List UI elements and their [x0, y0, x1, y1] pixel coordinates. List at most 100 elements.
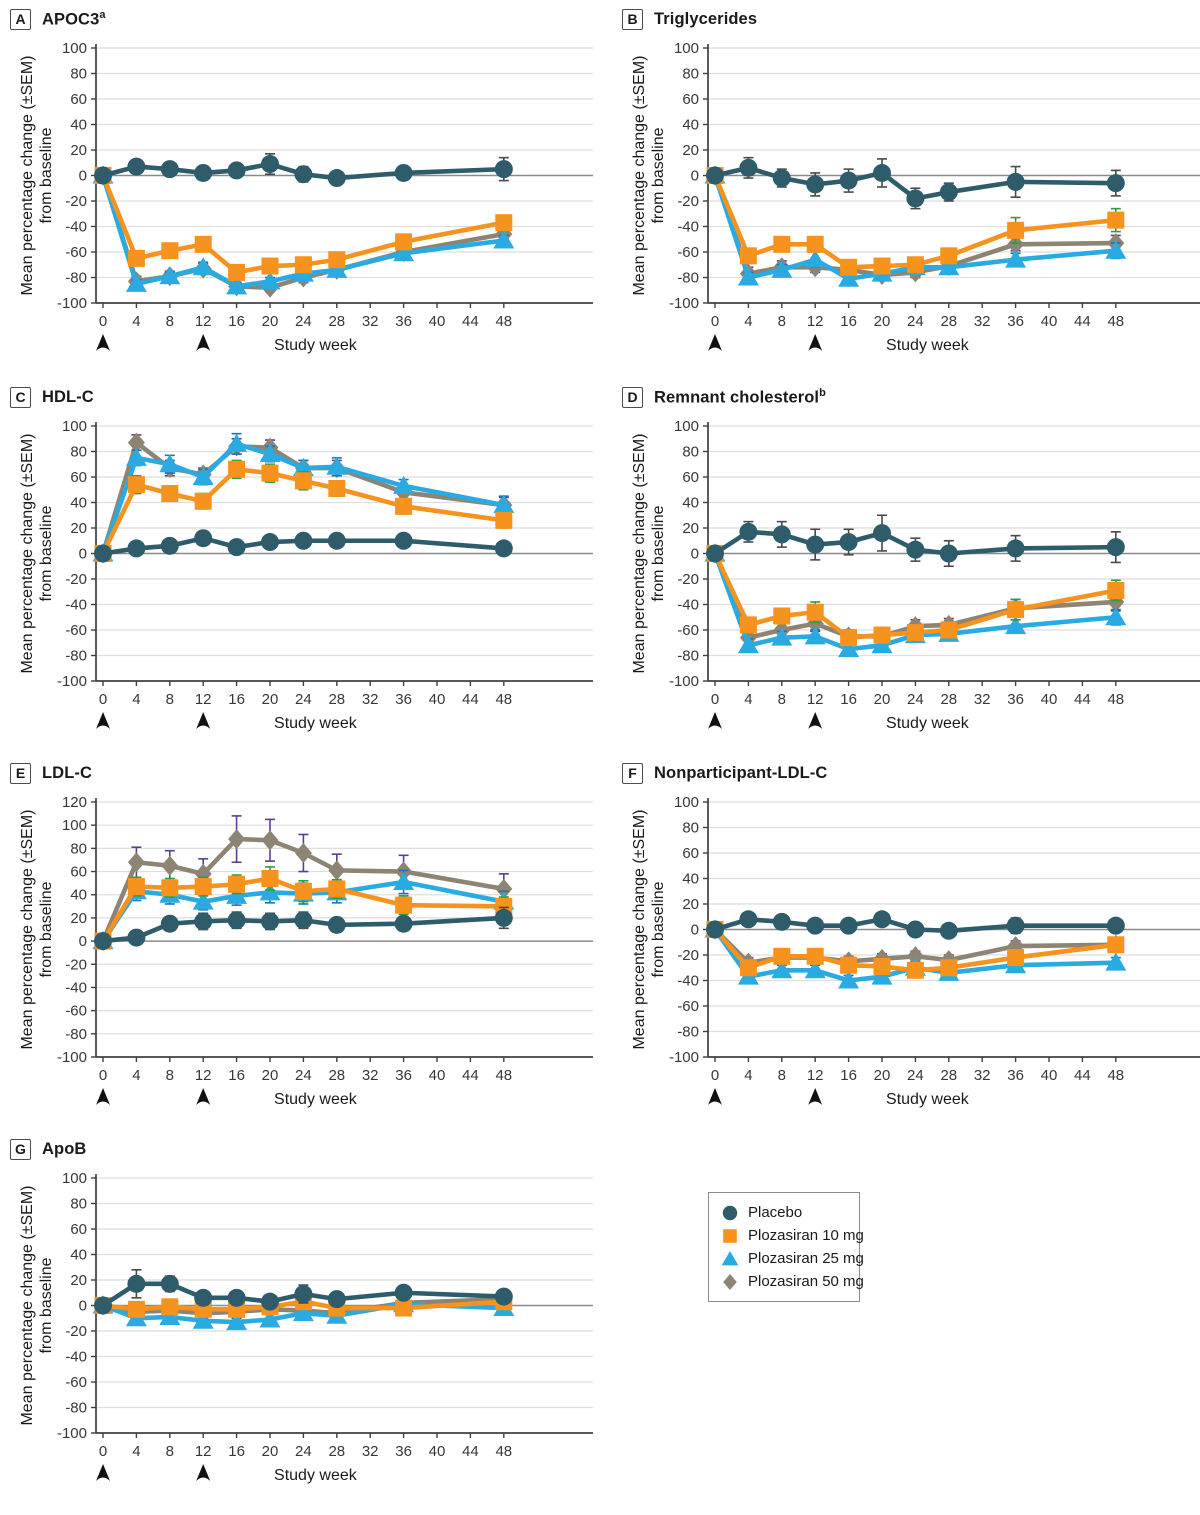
- svg-text:-80: -80: [677, 1024, 699, 1041]
- series-placebo: [706, 156, 1125, 210]
- svg-text:16: 16: [228, 1443, 245, 1460]
- panel-G-title: ApoB: [42, 1139, 87, 1158]
- svg-text:8: 8: [778, 1067, 786, 1084]
- dose-arrow-week-12: [196, 1464, 211, 1481]
- legend-item-plozasiran-25mg: Plozasiran 25 mg: [721, 1250, 864, 1267]
- svg-text:-100: -100: [57, 1425, 87, 1442]
- svg-text:32: 32: [362, 1443, 379, 1460]
- series-p25: [92, 165, 515, 295]
- svg-text:16: 16: [228, 1067, 245, 1084]
- svg-text:-20: -20: [65, 193, 87, 210]
- svg-text:40: 40: [429, 691, 446, 708]
- svg-text:8: 8: [778, 313, 786, 330]
- svg-text:44: 44: [1074, 313, 1091, 330]
- svg-text:24: 24: [907, 313, 924, 330]
- svg-text:0: 0: [711, 691, 719, 708]
- svg-text:16: 16: [840, 1067, 857, 1084]
- svg-text:20: 20: [70, 520, 87, 537]
- svg-text:-20: -20: [677, 193, 699, 210]
- svg-text:36: 36: [1007, 1067, 1024, 1084]
- svg-text:12: 12: [195, 691, 212, 708]
- panel-C-title: HDL-C: [42, 387, 94, 406]
- series-placebo: [94, 1269, 513, 1315]
- svg-text:100: 100: [674, 40, 699, 57]
- x-axis-label: Study week: [274, 337, 358, 354]
- legend-item-placebo: Placebo: [722, 1204, 849, 1221]
- panel-E-label: E: [10, 762, 31, 784]
- svg-text:80: 80: [682, 66, 699, 83]
- series-p10: [706, 545, 1125, 647]
- svg-text:44: 44: [1074, 1067, 1091, 1084]
- dose-arrow-week-12: [808, 712, 823, 729]
- svg-text:48: 48: [1107, 691, 1124, 708]
- svg-text:-60: -60: [65, 1374, 87, 1391]
- svg-text:32: 32: [362, 313, 379, 330]
- svg-text:20: 20: [682, 520, 699, 537]
- svg-text:0: 0: [79, 1298, 87, 1315]
- svg-text:4: 4: [132, 1443, 140, 1460]
- panel-B-label: B: [622, 8, 643, 30]
- svg-text:4: 4: [132, 313, 140, 330]
- svg-text:28: 28: [328, 1443, 345, 1460]
- svg-text:40: 40: [429, 1443, 446, 1460]
- svg-text:100: 100: [62, 1170, 87, 1187]
- svg-text:12: 12: [195, 313, 212, 330]
- panel-B-title: Triglycerides: [654, 9, 758, 28]
- svg-text:-20: -20: [677, 947, 699, 964]
- svg-text:40: 40: [70, 495, 87, 512]
- svg-text:100: 100: [674, 794, 699, 811]
- svg-text:36: 36: [395, 691, 412, 708]
- svg-text:-40: -40: [65, 597, 87, 614]
- panel-D-title: Remnant cholesterolb: [654, 386, 826, 407]
- svg-text:-60: -60: [677, 244, 699, 261]
- y-axis-label-line1: Mean percentage change (±SEM): [19, 1185, 36, 1425]
- y-axis-label-line1: Mean percentage change (±SEM): [631, 433, 648, 673]
- series-p10: [94, 459, 513, 562]
- y-axis-label-line2: from baseline: [38, 505, 55, 601]
- dose-arrow-week-0: [96, 334, 110, 351]
- svg-text:20: 20: [682, 896, 699, 913]
- svg-text:48: 48: [495, 1443, 512, 1460]
- dose-arrow-week-12: [196, 1088, 211, 1105]
- svg-text:60: 60: [70, 864, 87, 881]
- svg-text:80: 80: [70, 1196, 87, 1213]
- svg-text:32: 32: [362, 1067, 379, 1084]
- svg-text:100: 100: [62, 40, 87, 57]
- svg-text:40: 40: [1041, 1067, 1058, 1084]
- svg-text:80: 80: [70, 840, 87, 857]
- x-axis-label: Study week: [274, 715, 358, 732]
- panel-E-title: LDL-C: [42, 763, 92, 782]
- svg-text:100: 100: [674, 418, 699, 435]
- svg-text:-100: -100: [669, 673, 699, 690]
- svg-text:-40: -40: [677, 973, 699, 990]
- series-p10: [706, 921, 1125, 979]
- svg-text:20: 20: [70, 142, 87, 159]
- svg-text:20: 20: [262, 1067, 279, 1084]
- svg-text:24: 24: [907, 1067, 924, 1084]
- series-placebo: [94, 906, 513, 951]
- panel-D: D Remnant cholesterolb 100 80 60 40 20 0 -20 -40-…: [620, 384, 1200, 763]
- svg-text:20: 20: [262, 1443, 279, 1460]
- svg-text:120: 120: [62, 794, 87, 811]
- panel-D-header: D Remnant cholesterolb: [622, 384, 1200, 410]
- panel-A-header: A APOC3a: [10, 6, 600, 32]
- panel-G-label: G: [10, 1138, 31, 1160]
- plozasiran-10mg-square-icon: [722, 1228, 738, 1244]
- svg-text:4: 4: [132, 691, 140, 708]
- svg-text:-40: -40: [65, 1349, 87, 1366]
- svg-text:-40: -40: [677, 219, 699, 236]
- svg-text:40: 40: [70, 1247, 87, 1264]
- svg-text:40: 40: [682, 117, 699, 134]
- svg-text:4: 4: [744, 1067, 752, 1084]
- svg-text:-40: -40: [677, 597, 699, 614]
- svg-text:0: 0: [79, 933, 87, 950]
- svg-text:36: 36: [395, 1067, 412, 1084]
- svg-text:24: 24: [295, 1443, 312, 1460]
- svg-text:48: 48: [495, 691, 512, 708]
- dose-arrow-week-12: [808, 334, 823, 351]
- svg-text:0: 0: [99, 1067, 107, 1084]
- svg-text:80: 80: [70, 444, 87, 461]
